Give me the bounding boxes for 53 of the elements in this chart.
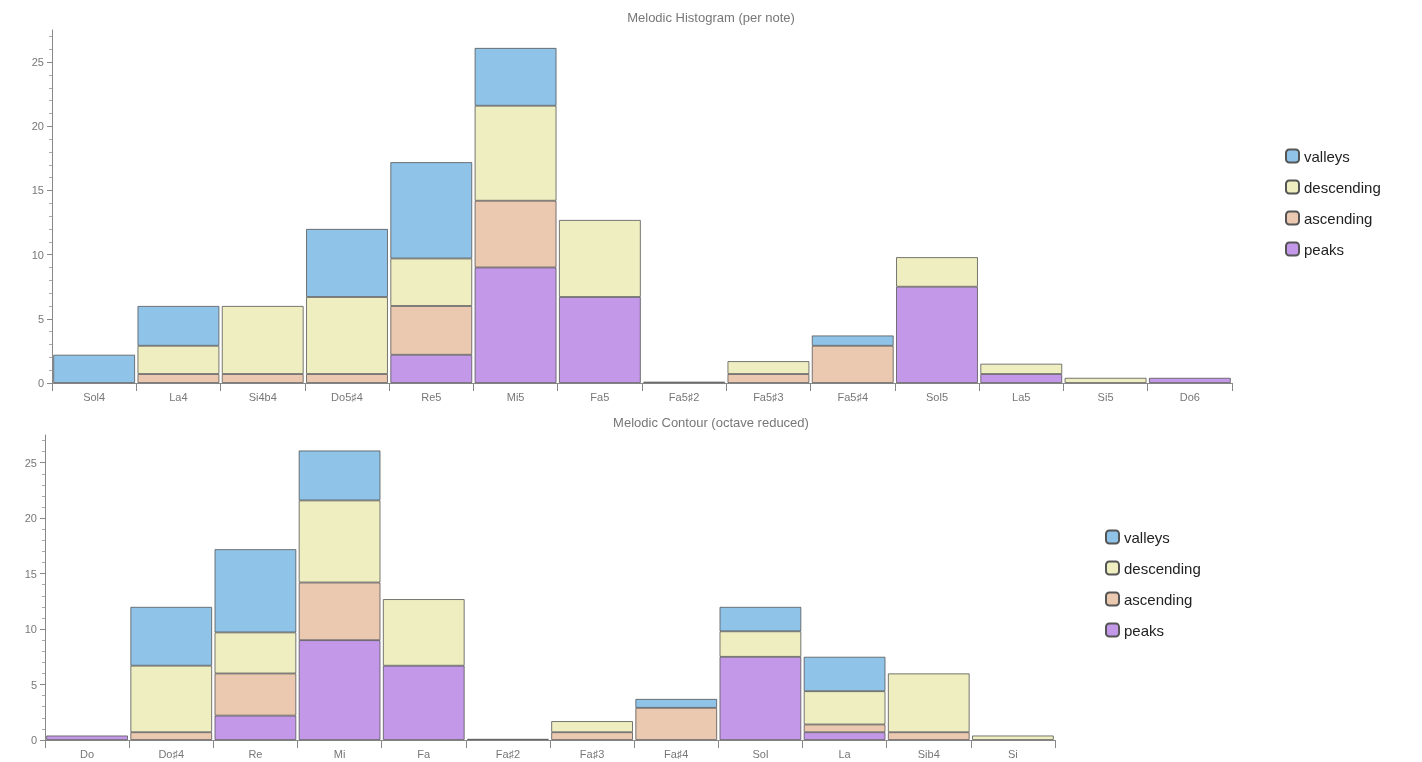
bar [1148, 377, 1231, 383]
x-tick-label: La5 [1012, 390, 1031, 403]
x-tick-label: Si [1008, 747, 1018, 760]
bar [1064, 377, 1147, 383]
y-tick-label: 20 [31, 120, 44, 133]
x-tick-label: Fa5♯3 [753, 390, 784, 403]
legend-label: valleys [1124, 528, 1170, 546]
x-tick-label: Fa♯3 [579, 747, 605, 760]
y-tick-label: 25 [31, 56, 44, 69]
y-tick-label: 10 [24, 623, 37, 636]
x-tick-label: Fa [417, 747, 432, 760]
x-tick-label: Fa5♯2 [668, 390, 700, 403]
x-tick-label: La [838, 747, 852, 760]
legend-label: ascending [1304, 209, 1373, 227]
legend-label: peaks [1124, 621, 1165, 639]
x-tick-label: Sol4 [83, 390, 106, 403]
chart-title: Melodic Contour (octave reduced) [613, 415, 809, 430]
y-tick-label: 20 [24, 512, 37, 525]
x-tick-label: Fa♯2 [495, 747, 521, 760]
chart-title: Melodic Histogram (per note) [627, 10, 795, 25]
x-tick-label: La4 [169, 390, 188, 403]
legend-label: peaks [1304, 240, 1345, 258]
x-tick-label: Do5♯4 [331, 390, 363, 403]
x-tick-label: Do6 [1179, 390, 1200, 403]
x-tick-label: Fa5♯4 [837, 390, 868, 403]
x-tick-label: Sol5 [925, 390, 949, 403]
x-tick-label: Sib4 [917, 747, 940, 760]
x-tick-label: Mi [333, 747, 346, 760]
x-tick-label: Fa♯4 [664, 747, 689, 760]
x-tick-label: Do [80, 747, 95, 760]
x-tick-label: Mi5 [506, 390, 525, 403]
x-tick-label: Re [248, 747, 263, 760]
x-tick-label: Sol [752, 747, 769, 760]
y-tick-label: 15 [24, 567, 37, 580]
y-tick-label: 0 [30, 734, 37, 746]
x-tick-label: Si5 [1097, 390, 1114, 403]
y-tick-label: 5 [30, 678, 37, 691]
x-tick-label: Do♯4 [158, 747, 185, 760]
legend-label: valleys [1304, 147, 1350, 165]
x-tick-label: Fa5 [590, 390, 610, 403]
bar [972, 735, 1054, 740]
y-tick-label: 25 [24, 456, 37, 469]
y-tick-label: 15 [31, 184, 44, 197]
bar [53, 354, 136, 383]
legend-label: descending [1304, 178, 1381, 196]
legend-label: ascending [1124, 590, 1193, 608]
bar [46, 735, 128, 740]
legend-label: descending [1124, 559, 1201, 577]
y-tick-label: 10 [31, 248, 44, 261]
y-tick-label: 5 [37, 312, 44, 325]
x-tick-label: Si4b4 [248, 390, 277, 403]
y-tick-label: 0 [37, 377, 44, 389]
x-tick-label: Re5 [421, 390, 442, 403]
